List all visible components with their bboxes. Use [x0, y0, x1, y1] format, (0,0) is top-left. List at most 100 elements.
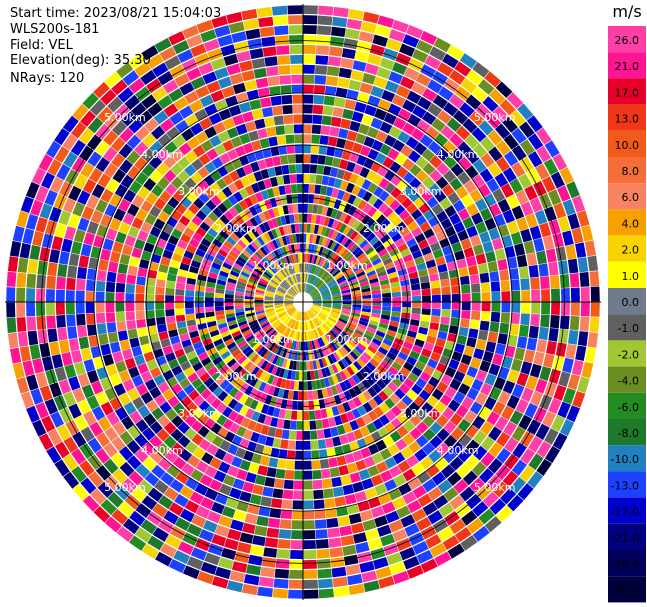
radial-gate	[189, 238, 200, 248]
radial-gate	[258, 212, 267, 223]
radial-gate	[325, 249, 333, 259]
radial-gate	[341, 48, 356, 59]
radial-gate	[429, 46, 446, 61]
radial-gate	[375, 566, 392, 579]
radial-gate	[303, 164, 310, 174]
radial-gate	[254, 379, 263, 390]
radial-gate	[274, 299, 284, 301]
radial-gate	[165, 315, 176, 324]
radial-gate	[82, 495, 100, 512]
radial-gate	[374, 24, 392, 38]
radial-gate	[390, 281, 400, 288]
radial-gate	[204, 552, 221, 566]
radial-gate	[292, 234, 297, 244]
radial-gate	[265, 327, 274, 335]
radial-gate	[191, 158, 204, 171]
radial-gate	[159, 46, 177, 62]
radial-gate	[273, 276, 281, 284]
radial-gate	[390, 417, 403, 430]
radial-gate	[214, 302, 224, 307]
radial-gate	[280, 399, 288, 409]
radial-gate	[222, 418, 234, 430]
radial-gate	[87, 369, 99, 384]
radial-gate	[447, 44, 465, 61]
radial-gate	[557, 401, 571, 419]
radial-gate	[203, 216, 215, 227]
radial-gate	[285, 349, 291, 359]
radial-gate	[448, 233, 460, 245]
radial-gate	[204, 302, 214, 308]
radial-gate	[399, 547, 416, 561]
radial-gate	[56, 164, 71, 181]
radial-gate	[289, 380, 295, 390]
radial-gate	[292, 320, 297, 330]
radial-gate	[179, 262, 190, 272]
radial-gate	[267, 328, 275, 337]
radial-gate	[351, 185, 361, 196]
radial-gate	[215, 253, 226, 262]
radial-gate	[388, 487, 402, 501]
radial-gate	[425, 464, 440, 478]
radial-gate	[244, 302, 254, 306]
radial-gate	[358, 123, 370, 135]
radial-gate	[145, 192, 159, 205]
radial-gate	[326, 207, 334, 217]
radial-gate	[466, 225, 478, 238]
radial-gate	[197, 571, 214, 585]
radial-gate	[426, 234, 438, 246]
radial-gate	[551, 415, 566, 432]
radial-gate	[340, 346, 349, 356]
radial-gate	[61, 238, 73, 253]
radial-gate	[205, 291, 215, 298]
radial-gate	[469, 274, 480, 284]
radial-gate	[278, 449, 288, 459]
radial-gate	[307, 341, 311, 351]
radial-gate	[382, 206, 394, 218]
radial-gate	[332, 242, 341, 252]
radial-gate	[303, 559, 317, 569]
radial-gate	[431, 203, 444, 216]
radial-gate	[71, 349, 83, 364]
radial-gate	[569, 316, 580, 331]
radial-gate	[244, 348, 254, 358]
radial-gate	[303, 540, 316, 550]
radial-gate	[580, 286, 590, 302]
radial-gate	[425, 126, 440, 140]
radial-gate	[206, 248, 217, 257]
radial-gate	[394, 153, 408, 166]
radial-gate	[305, 351, 310, 361]
radial-gate	[397, 460, 411, 473]
radial-gate	[382, 435, 395, 448]
radial-gate	[536, 441, 552, 458]
radial-gate	[136, 318, 147, 329]
radial-gate	[558, 371, 571, 388]
radial-gate	[507, 369, 520, 384]
radial-gate	[506, 194, 520, 209]
radial-gate	[228, 410, 239, 422]
radial-gate	[263, 178, 272, 189]
radial-gate	[197, 351, 209, 361]
radial-gate	[254, 302, 264, 305]
radial-gate	[494, 416, 509, 431]
radial-gate	[287, 266, 293, 275]
colorbar-swatch	[608, 497, 646, 524]
radial-gate	[321, 357, 328, 367]
radial-gate	[255, 191, 264, 203]
radial-gate	[311, 275, 316, 285]
radial-gate	[458, 156, 472, 171]
radial-gate	[271, 239, 279, 249]
radial-gate	[231, 456, 243, 468]
radial-gate	[399, 322, 409, 330]
radial-gate	[54, 128, 70, 146]
radial-gate	[229, 170, 240, 182]
radial-gate	[95, 140, 110, 157]
radial-gate	[538, 326, 549, 341]
range-ring-label: 5.00km	[104, 481, 146, 494]
radial-gate	[315, 529, 328, 539]
radial-gate	[175, 202, 188, 215]
radial-gate	[338, 335, 347, 344]
radial-gate	[268, 385, 276, 396]
radial-gate	[226, 341, 237, 351]
radial-gate	[214, 566, 232, 580]
radial-gate	[412, 295, 421, 302]
